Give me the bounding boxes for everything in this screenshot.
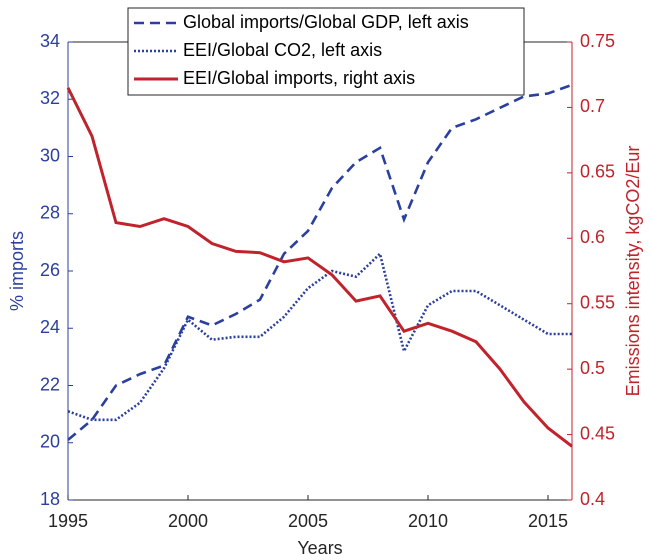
y-tick-label: 34 <box>40 31 60 51</box>
x-tick-label: 2010 <box>408 511 448 531</box>
y-tick-label: 26 <box>40 260 60 280</box>
y2-tick-label: 0.75 <box>580 31 615 51</box>
x-tick-label: 2000 <box>168 511 208 531</box>
y2-tick-label: 0.7 <box>580 96 605 116</box>
x-tick-label: 2005 <box>288 511 328 531</box>
legend-label: Global imports/Global GDP, left axis <box>183 12 469 32</box>
y-axis-label: % imports <box>7 231 27 311</box>
series-line <box>67 251 572 422</box>
y2-tick-label: 0.55 <box>580 292 615 312</box>
y-tick-label: 32 <box>40 88 60 108</box>
legend-label: EEI/Global imports, right axis <box>183 68 415 88</box>
y-tick-label: 28 <box>40 203 60 223</box>
y2-tick-label: 0.65 <box>580 162 615 182</box>
series-line <box>67 83 573 441</box>
legend-label: EEI/Global CO2, left axis <box>183 40 382 60</box>
y-tick-label: 24 <box>40 317 60 337</box>
y2-axis-label: Emissions intensity, kgCO2/Eur <box>623 146 643 397</box>
y2-tick-label: 0.45 <box>580 423 615 443</box>
legend-box <box>127 7 525 96</box>
x-tick-label: 2015 <box>528 511 568 531</box>
y2-tick-label: 0.5 <box>580 358 605 378</box>
x-axis-label: Years <box>297 538 342 558</box>
y2-tick-label: 0.4 <box>580 489 605 509</box>
y-tick-label: 22 <box>40 374 60 394</box>
series-line <box>66 87 573 448</box>
y-tick-label: 30 <box>40 145 60 165</box>
y-tick-label: 18 <box>40 489 60 509</box>
y-tick-label: 20 <box>40 432 60 452</box>
x-tick-label: 1995 <box>48 511 88 531</box>
y2-tick-label: 0.6 <box>580 227 605 247</box>
